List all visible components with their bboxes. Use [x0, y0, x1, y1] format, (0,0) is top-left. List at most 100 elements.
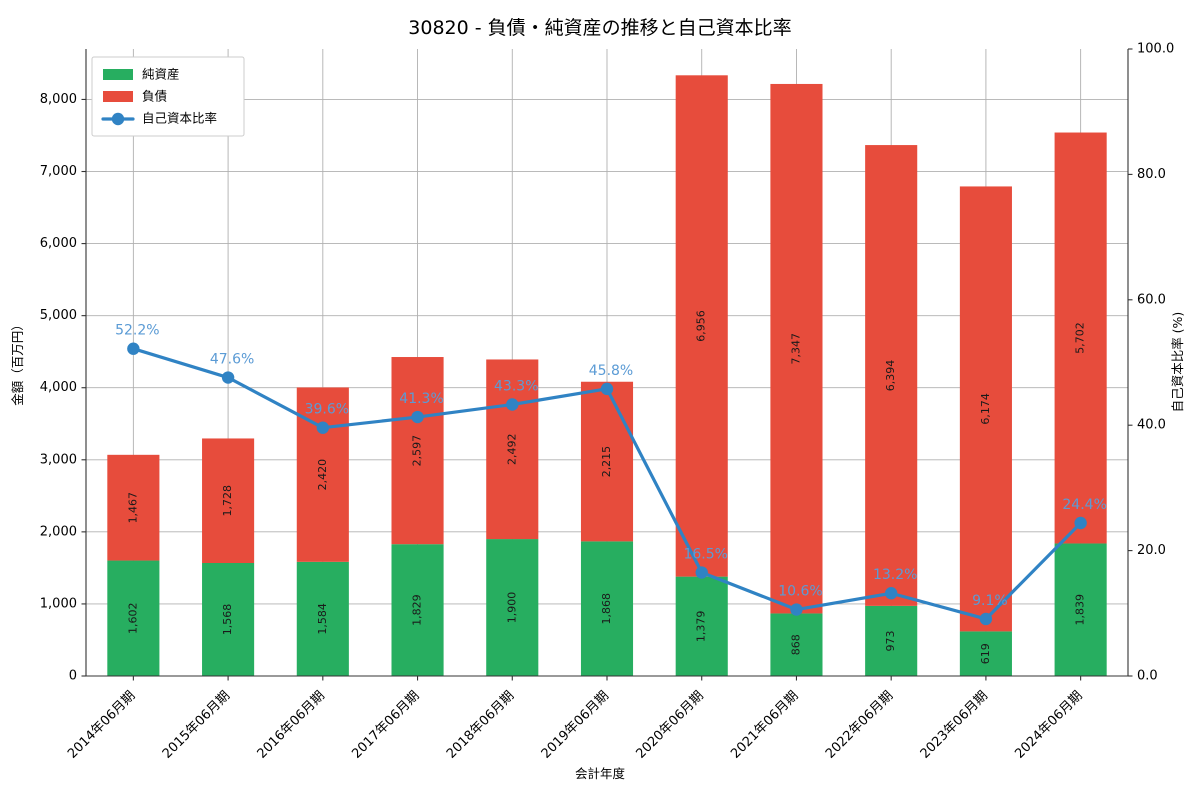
y-tick-label: 2,000	[40, 524, 77, 539]
ratio-line-layer[interactable]	[127, 342, 1087, 626]
bar-value-label-liability: 6,394	[884, 360, 897, 392]
bar-value-label-equity: 1,602	[126, 603, 139, 635]
bar-segment-liability[interactable]	[675, 75, 728, 577]
y-axis-ticks: 0 1,000 2,000 3,000 4,000 5,000 6,000 7,000 8,00…	[40, 92, 86, 684]
bar-segment-equity[interactable]	[296, 561, 349, 676]
bar-value-label-equity: 1,868	[600, 593, 613, 625]
ratio-value-label: 52.2%	[115, 323, 159, 339]
ratio-value-label: 39.6%	[305, 402, 349, 418]
bar-segment-equity[interactable]	[202, 562, 255, 676]
bar-segment-liability[interactable]	[1054, 132, 1107, 544]
y-tick-label: 6,000	[40, 236, 77, 251]
bar-value-label-liability: 6,956	[695, 310, 708, 342]
y-tick-label: 8,000	[40, 92, 77, 107]
chart-title: 30820 - 負債・純資産の推移と自己資本比率	[408, 17, 791, 39]
ratio-data-point[interactable]	[884, 587, 898, 600]
legend-swatch-liability	[103, 91, 133, 102]
bar-value-label-liability: 2,215	[600, 446, 613, 478]
bar-segment-liability[interactable]	[486, 359, 539, 540]
y2-tick-label: 40.0	[1137, 418, 1166, 433]
bar-value-label-liability: 2,420	[316, 459, 329, 491]
bar-value-label-liability: 2,492	[505, 434, 518, 466]
y2-axis-ticks: 0.0 20.0 40.0 60.0 80.0 100.0	[1128, 42, 1174, 684]
bar-segment-equity[interactable]	[770, 613, 823, 676]
bar-value-label-liability: 6,174	[979, 393, 992, 425]
legend-label-liability[interactable]: 負債	[142, 89, 167, 104]
ratio-data-point[interactable]	[127, 342, 140, 355]
y-tick-label: 5,000	[40, 308, 77, 323]
y-tick-label: 7,000	[40, 164, 77, 179]
ratio-data-point[interactable]	[506, 398, 519, 411]
ratio-value-label: 13.2%	[873, 567, 917, 583]
bar-value-label-liability: 1,467	[126, 492, 139, 524]
bar-segment-liability[interactable]	[296, 387, 349, 562]
legend-swatch-equity	[103, 69, 133, 80]
ratio-value-label: 10.6%	[778, 584, 822, 600]
ratio-data-point[interactable]	[1074, 516, 1087, 530]
ratio-value-label: 9.1%	[972, 593, 1008, 609]
ratio-data-point[interactable]	[979, 612, 993, 626]
y2-axis-label: 自己資本比率 (%)	[1170, 312, 1185, 413]
y-tick-label: 4,000	[40, 380, 77, 395]
y2-tick-label: 0.0	[1137, 669, 1158, 684]
bar-value-label-liability: 1,728	[221, 485, 234, 517]
bar-segment-liability[interactable]	[391, 357, 444, 545]
bar-value-label-equity: 1,584	[316, 603, 329, 635]
ratio-value-label: 16.5%	[683, 547, 727, 563]
bar-value-label-equity: 973	[884, 630, 897, 651]
y-tick-label: 3,000	[40, 452, 77, 467]
bar-value-label-equity: 619	[979, 643, 992, 664]
bar-value-label-equity: 1,839	[1074, 594, 1087, 626]
y-tick-label: 0	[69, 669, 77, 684]
ratio-data-point[interactable]	[790, 603, 803, 616]
ratio-data-point[interactable]	[695, 566, 708, 579]
bar-value-label-equity: 1,568	[221, 604, 234, 636]
bar-segment-liability[interactable]	[580, 381, 634, 542]
ratio-data-point[interactable]	[600, 382, 614, 396]
y2-tick-label: 20.0	[1137, 543, 1166, 558]
bar-value-labels-layer: 1,602 1,467 1,568 1,728 1,584 2,420 1,829 2,597…	[126, 310, 1086, 664]
bar-segment-equity[interactable]	[391, 544, 444, 676]
legend-marker-ratio	[111, 112, 125, 126]
bar-value-label-liability: 7,347	[789, 333, 802, 365]
bar-value-label-equity: 1,829	[411, 594, 424, 626]
bar-segment-equity[interactable]	[675, 576, 728, 676]
bar-segment-liability[interactable]	[202, 438, 255, 563]
bar-segment-liability[interactable]	[865, 145, 918, 606]
y2-tick-label: 100.0	[1137, 42, 1174, 57]
bar-segment-equity[interactable]	[1054, 543, 1107, 676]
bar-segment-equity[interactable]	[580, 541, 634, 676]
bar-value-label-equity: 868	[789, 634, 802, 655]
bar-value-label-equity: 1,379	[695, 611, 708, 643]
bar-segment-equity[interactable]	[486, 539, 539, 676]
ratio-value-label: 24.4%	[1062, 497, 1106, 513]
bar-value-label-liability: 2,597	[411, 435, 424, 467]
bar-segment-equity[interactable]	[865, 605, 918, 676]
stacked-bars-layer[interactable]	[107, 75, 1107, 676]
bar-segment-equity[interactable]	[959, 631, 1012, 676]
ratio-data-point[interactable]	[316, 421, 330, 434]
y2-tick-label: 60.0	[1137, 292, 1166, 307]
x-axis-label: 会計年度	[575, 766, 626, 781]
bar-segment-liability[interactable]	[959, 186, 1012, 632]
ratio-value-label: 45.8%	[589, 363, 633, 379]
y2-tick-label: 80.0	[1137, 167, 1166, 182]
y-axis-label: 金額（百万円）	[10, 318, 25, 406]
bar-value-label-liability: 5,702	[1074, 322, 1087, 354]
ratio-data-point[interactable]	[411, 410, 424, 424]
legend-label-equity[interactable]: 純資産	[142, 67, 180, 82]
ratio-value-label: 43.3%	[494, 379, 538, 395]
bar-value-label-equity: 1,900	[505, 592, 518, 624]
ratio-value-label: 47.6%	[210, 352, 254, 368]
bar-segment-liability[interactable]	[107, 454, 160, 561]
ratio-value-labels-layer: 52.2% 47.6% 39.6% 41.3% 43.3% 45.8% 16.5% 10.6%…	[115, 323, 1107, 609]
ratio-data-point[interactable]	[221, 371, 235, 384]
ratio-value-label: 41.3%	[399, 391, 443, 407]
y-tick-label: 1,000	[40, 596, 77, 611]
bar-segment-liability[interactable]	[770, 83, 823, 614]
legend-label-ratio[interactable]: 自己資本比率	[142, 111, 217, 126]
bar-segment-equity[interactable]	[107, 560, 160, 676]
